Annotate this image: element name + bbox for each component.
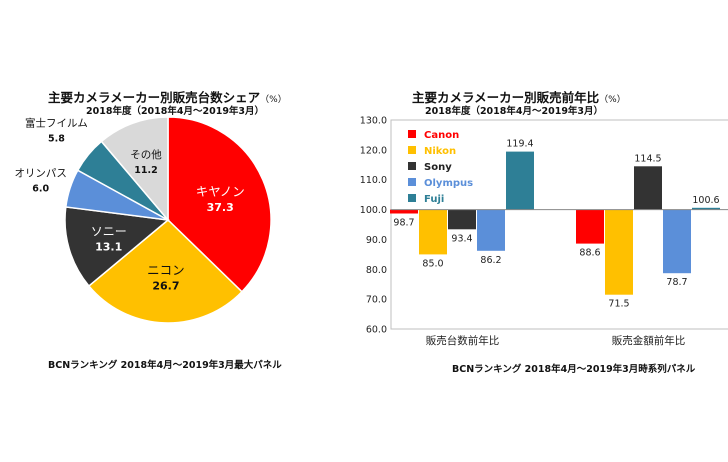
category-label-0: 販売台数前年比 xyxy=(426,334,500,347)
bar-sony-0 xyxy=(448,209,476,230)
legend-label-sony: Sony xyxy=(424,162,452,173)
pie-slice-label-2: ソニー xyxy=(91,224,127,238)
bar-footer: BCNランキング 2018年4月～2019年3月時系列パネル xyxy=(452,364,696,375)
pie-subtitle: 2018年度（2018年4月～2019年3月） xyxy=(86,106,265,117)
pie-slice-label-5: その他 xyxy=(130,148,162,161)
bar-value-label-canon-1: 88.6 xyxy=(579,248,600,259)
legend: Canon Nikon Sony Olympus Fuji xyxy=(408,130,473,205)
pie-slice-1 xyxy=(87,218,243,324)
legend-label-olympus: Olympus xyxy=(424,178,473,189)
pie-slice-value-0: 37.3 xyxy=(207,201,234,214)
pie-slice-value-2: 13.1 xyxy=(95,240,122,253)
pie-slice-0 xyxy=(167,116,272,293)
category-label-1: 販売金額前年比 xyxy=(612,334,686,347)
legend-label-nikon: Nikon xyxy=(424,146,456,157)
legend-swatch-olympus xyxy=(408,178,416,186)
legend-label-canon: Canon xyxy=(424,130,459,141)
bar-olympus-1 xyxy=(663,209,691,274)
bar-value-label-sony-1: 114.5 xyxy=(634,153,661,164)
pie-title-unit: （%） xyxy=(260,95,287,105)
bar-title-text: 主要カメラメーカー別販売前年比 xyxy=(412,90,600,105)
pie-slice-5 xyxy=(100,116,169,223)
bar-value-label-sony-0: 93.4 xyxy=(451,233,472,244)
y-tick-label-2: 80.0 xyxy=(366,265,387,276)
pie-slice-label-1: ニコン xyxy=(147,263,185,278)
bar-sony-1 xyxy=(634,166,662,210)
bar-value-label-nikon-1: 71.5 xyxy=(608,299,629,310)
y-tick-label-3: 90.0 xyxy=(366,235,387,246)
pie-slice-value-3: 6.0 xyxy=(32,184,49,195)
y-tick-label-1: 70.0 xyxy=(366,295,387,306)
pie-footer: BCNランキング 2018年4月～2019年3月最大パネル xyxy=(48,360,282,371)
legend-swatch-canon xyxy=(408,130,416,138)
pie-slice-label-3: オリンパス xyxy=(14,168,67,180)
pie-slice-value-5: 11.2 xyxy=(134,165,157,176)
y-tick-label-5: 110.0 xyxy=(360,175,387,186)
pie-slice-label-4: 富士フイルム xyxy=(25,117,88,130)
bar-value-label-canon-0: 98.7 xyxy=(393,218,414,229)
bar-value-label-olympus-1: 78.7 xyxy=(666,277,687,288)
y-tick-label-6: 120.0 xyxy=(360,145,387,156)
bar-title-unit: （%） xyxy=(599,95,626,105)
bar-value-label-fuji-1: 100.6 xyxy=(692,195,719,206)
pie-slice-value-1: 26.7 xyxy=(152,280,179,293)
pie-title: 主要カメラメーカー別販売台数シェア（%） xyxy=(48,87,287,106)
bar-value-label-olympus-0: 86.2 xyxy=(480,255,501,266)
bar-nikon-0 xyxy=(419,209,447,255)
bar-subtitle: 2018年度（2018年4月～2019年3月） xyxy=(425,106,604,117)
y-axis: 60.0 70.0 80.0 90.0 100.0 110.0 120.0 130.0 xyxy=(360,116,387,336)
pie-slice-2 xyxy=(64,206,170,288)
bar-value-label-nikon-0: 85.0 xyxy=(422,258,443,269)
y-tick-label-7: 130.0 xyxy=(360,116,387,127)
pie-slice-label-0: キヤノン xyxy=(196,184,245,199)
pie-slice-value-4: 5.8 xyxy=(48,134,65,145)
bar-fuji-0 xyxy=(506,151,534,210)
bar-nikon-1 xyxy=(605,209,633,295)
legend-swatch-nikon xyxy=(408,146,416,154)
bar-value-label-fuji-0: 119.4 xyxy=(506,139,533,150)
legend-swatch-sony xyxy=(408,162,416,170)
y-tick-label-4: 100.0 xyxy=(360,205,387,216)
bar-canon-1 xyxy=(576,209,604,244)
legend-swatch-fuji xyxy=(408,194,416,202)
legend-label-fuji: Fuji xyxy=(424,194,444,205)
bar-title: 主要カメラメーカー別販売前年比（%） xyxy=(412,87,626,106)
yoy-bar-panel: 主要カメラメーカー別販売前年比（%） 2018年度（2018年4月～2019年3… xyxy=(355,0,728,462)
pie-title-text: 主要カメラメーカー別販売台数シェア xyxy=(48,90,261,105)
bar-fuji-1 xyxy=(692,207,720,210)
plot-frame xyxy=(390,119,728,330)
bar-chart: 60.0 70.0 80.0 90.0 100.0 110.0 120.0 130.0 98.7… xyxy=(360,116,728,347)
bar-olympus-0 xyxy=(477,209,505,251)
share-pie-panel: 主要カメラメーカー別販売台数シェア（%） 2018年度（2018年4月～2019… xyxy=(0,0,355,462)
pie-chart: キヤノン 37.3 ニコン 26.7 ソニー 13.1 オリンパス 6.0 富士フイルム 5.8 そ… xyxy=(14,116,272,324)
bar-canon-0 xyxy=(390,209,418,214)
y-tick-label-0: 60.0 xyxy=(366,325,387,336)
